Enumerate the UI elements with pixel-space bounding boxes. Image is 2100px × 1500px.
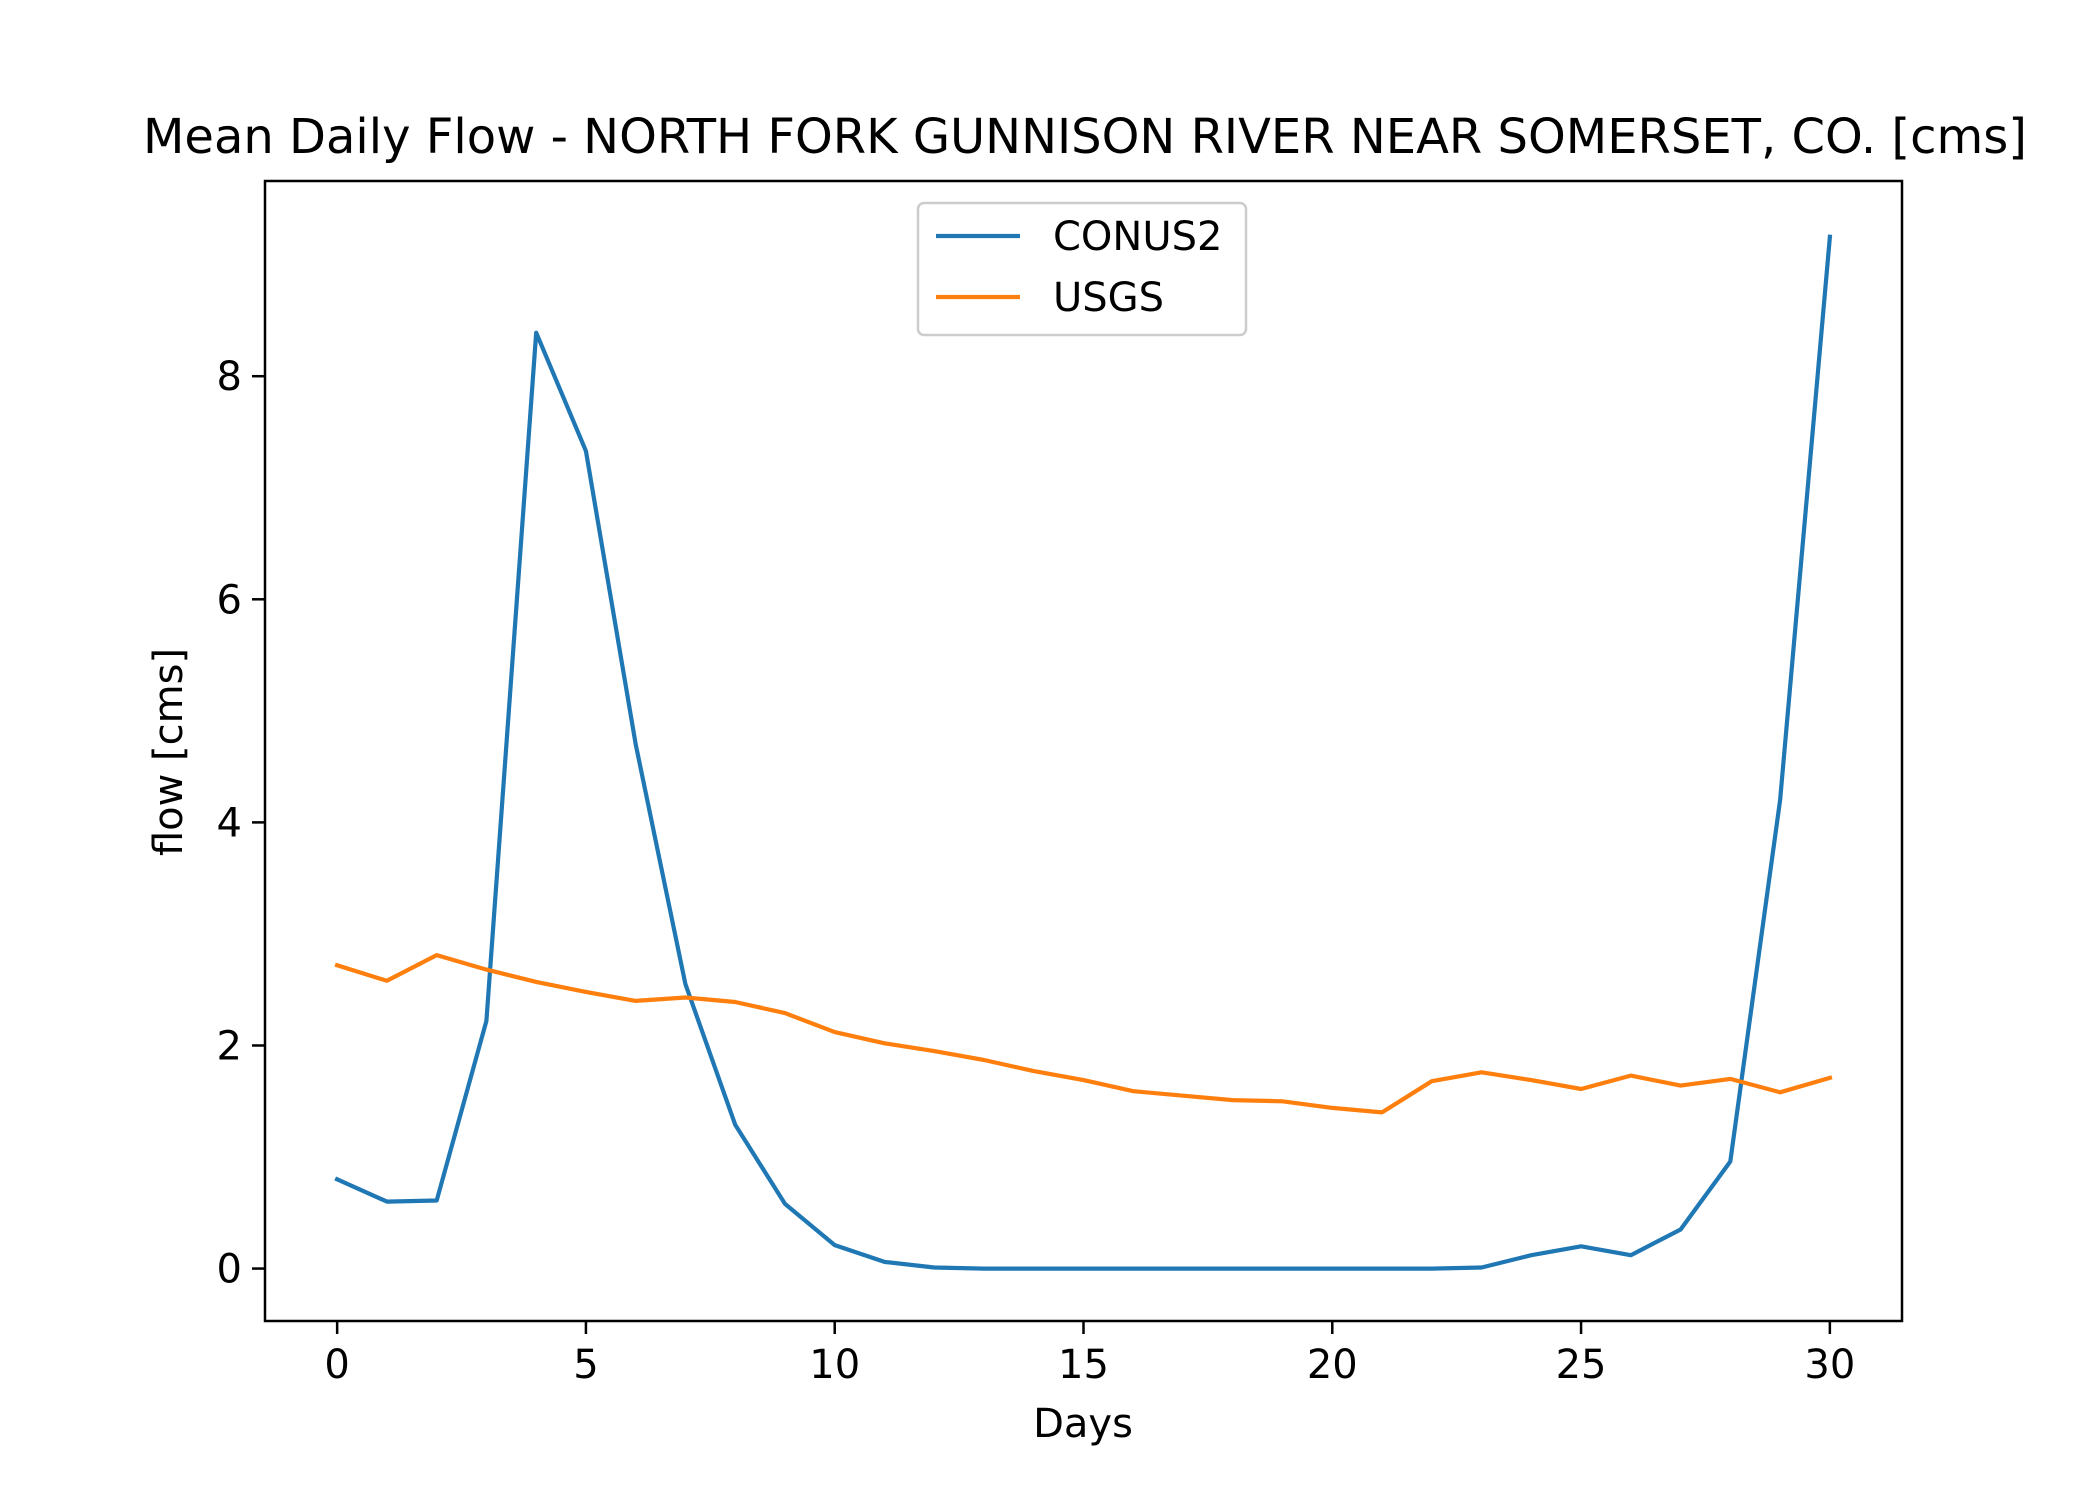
x-tick-label: 25 (1556, 1342, 1607, 1388)
x-tick-label: 5 (573, 1342, 598, 1388)
x-axis-title: Days (1033, 1401, 1133, 1447)
y-tick-label: 2 (217, 1023, 242, 1069)
y-axis-title: flow [cms] (146, 648, 192, 856)
legend-label-usgs: USGS (1053, 275, 1164, 321)
x-tick-label: 30 (1804, 1342, 1855, 1388)
y-axis: 0 2 4 6 8 (217, 354, 265, 1293)
y-tick-label: 4 (217, 800, 242, 846)
legend-label-conus2: CONUS2 (1053, 214, 1222, 260)
chart-title: Mean Daily Flow - NORTH FORK GUNNISON RI… (143, 109, 2027, 165)
x-axis: 0 5 10 15 20 25 30 (324, 1321, 1855, 1388)
x-tick-label: 15 (1058, 1342, 1109, 1388)
legend: CONUS2 USGS (916, 201, 1248, 337)
plot-area (334, 234, 1833, 1271)
x-tick-label: 20 (1307, 1342, 1358, 1388)
x-tick-label: 10 (809, 1342, 860, 1388)
y-tick-label: 0 (217, 1247, 242, 1293)
x-tick-label: 0 (324, 1342, 349, 1388)
y-tick-label: 6 (217, 577, 242, 623)
y-tick-label: 8 (217, 354, 242, 400)
